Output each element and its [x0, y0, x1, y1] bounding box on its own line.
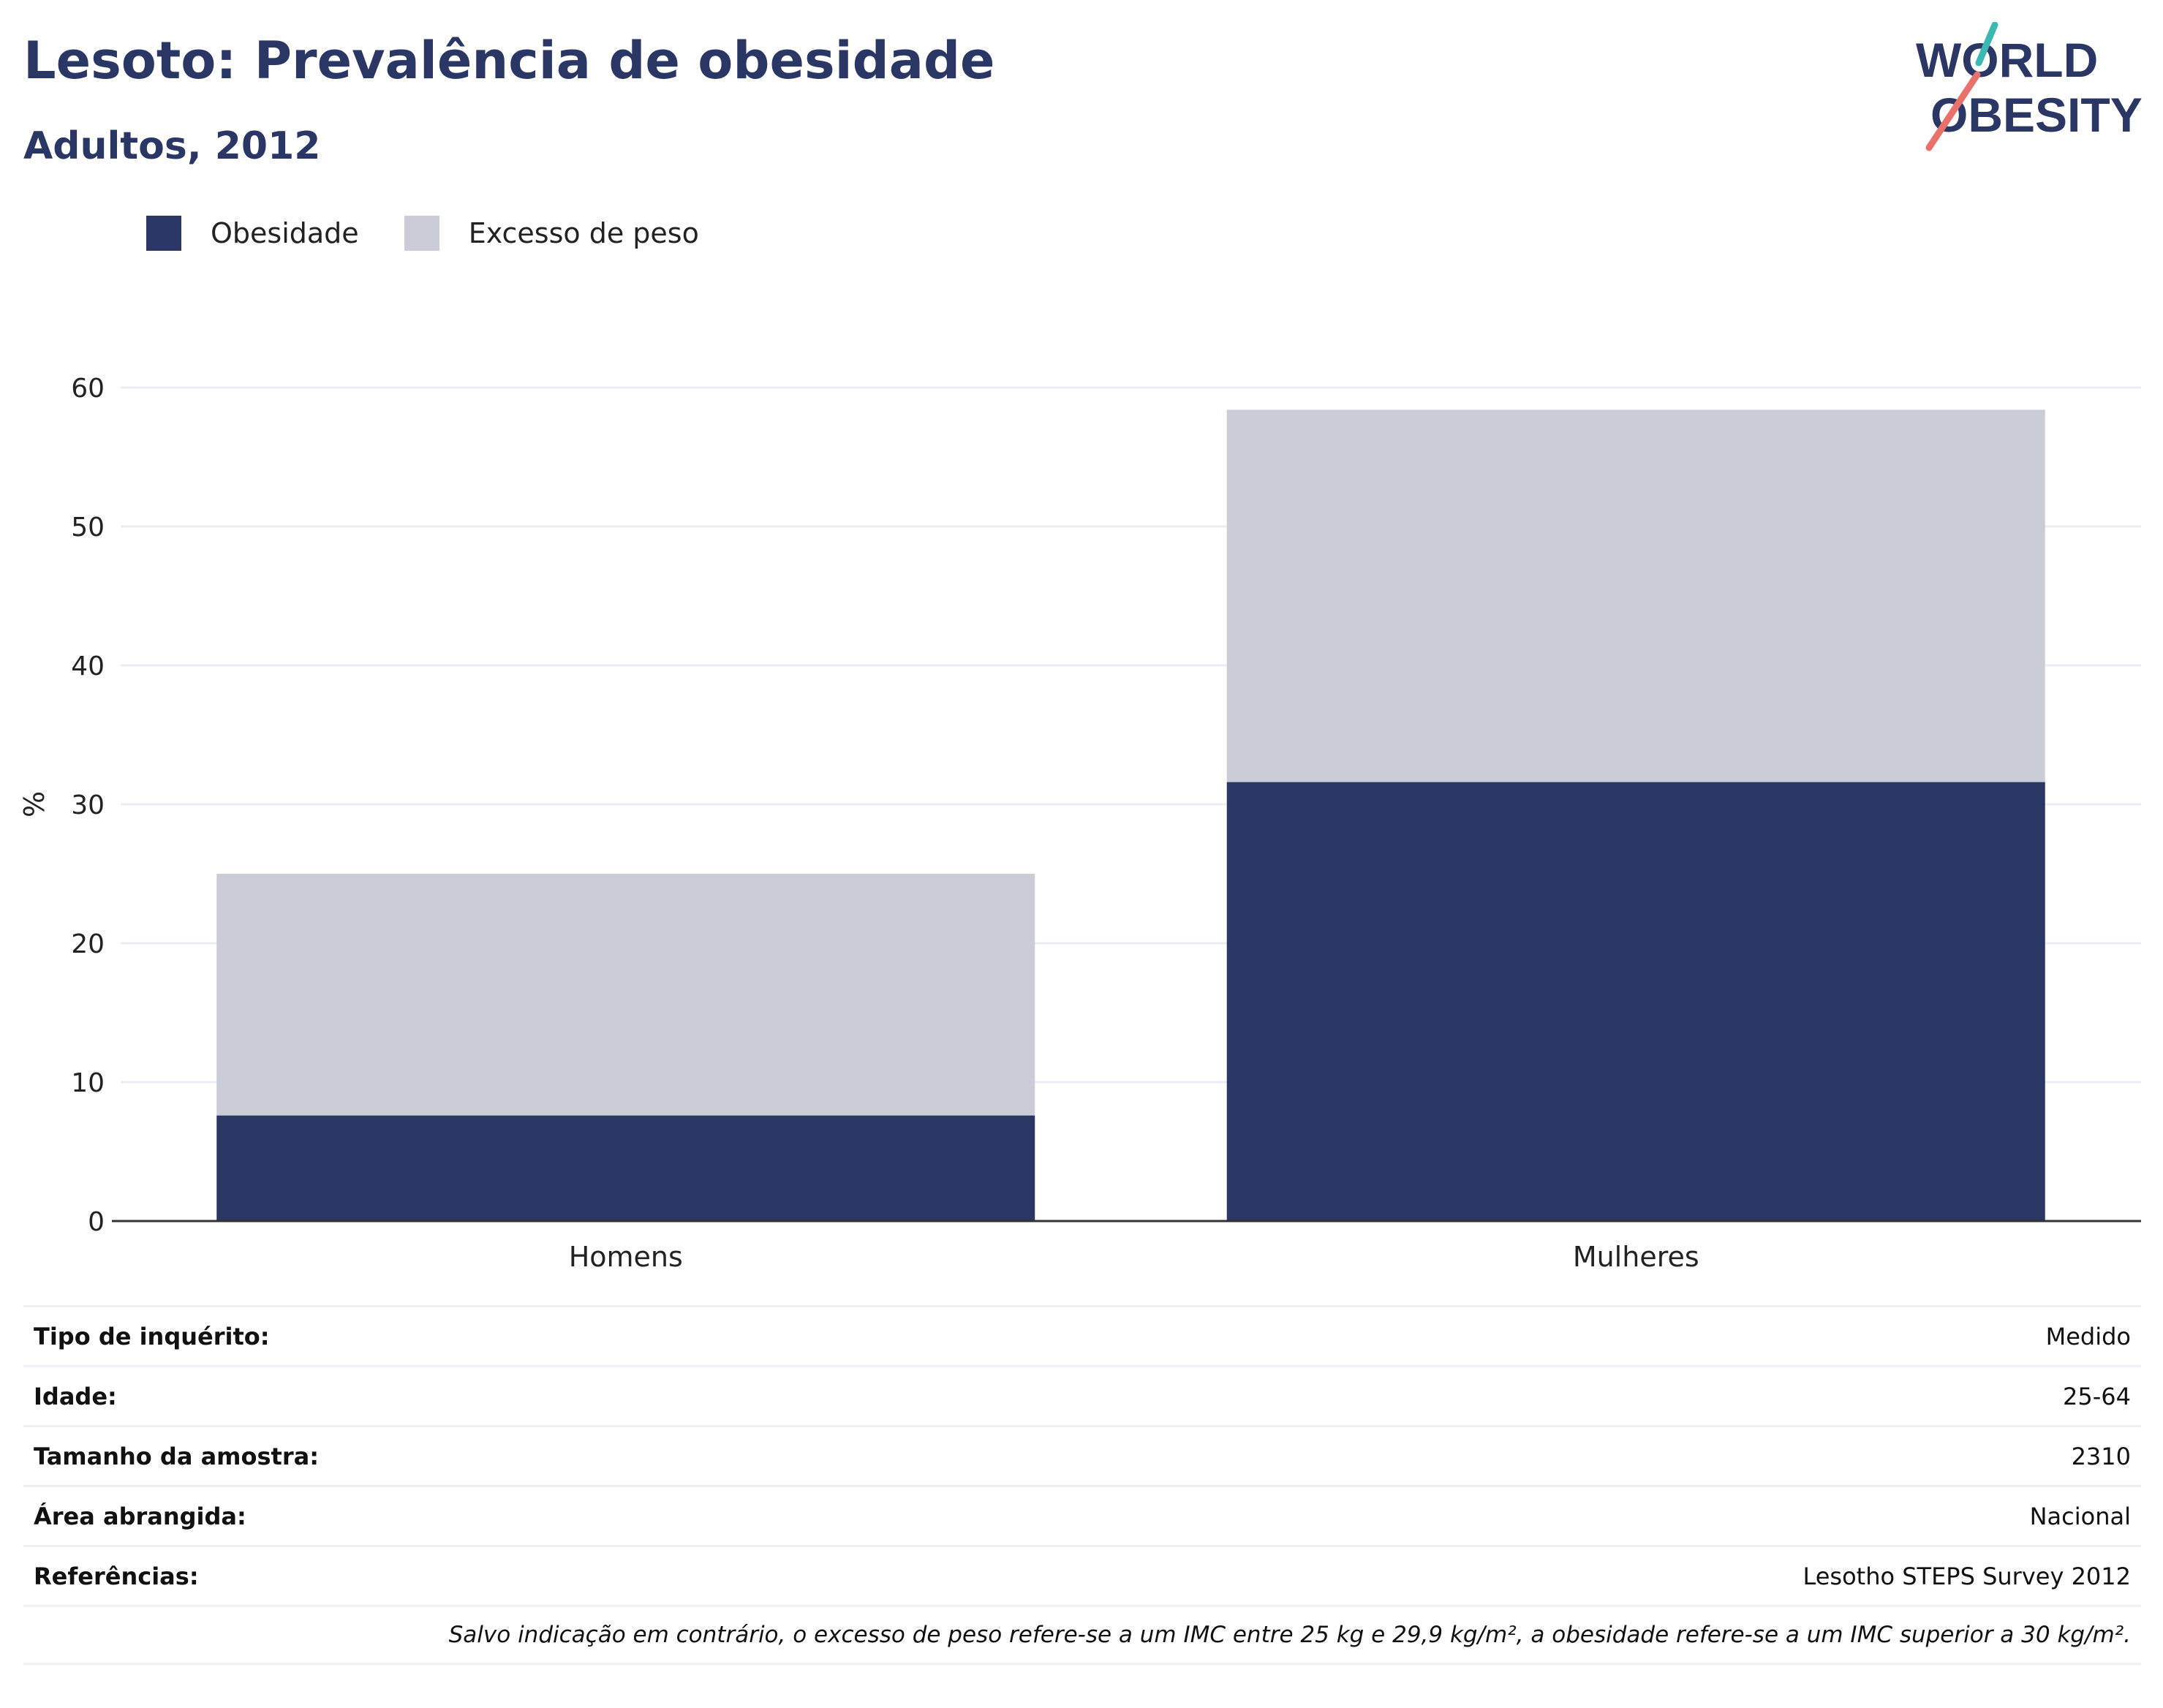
info-value: Nacional [2029, 1502, 2131, 1530]
info-value: 2310 [2071, 1442, 2131, 1470]
info-row-area: Área abrangida: Nacional [23, 1485, 2141, 1545]
bar-overweight-homens [216, 874, 1035, 1116]
bar-obesity-homens [216, 1115, 1035, 1221]
y-tick-label: 50 [71, 513, 105, 543]
y-tick-label: 60 [71, 374, 105, 404]
info-value: Lesotho STEPS Survey 2012 [1802, 1562, 2131, 1590]
legend-item-obesity[interactable]: Obesidade [146, 216, 359, 251]
y-tick-label: 30 [71, 790, 105, 820]
info-value: 25-64 [2063, 1382, 2131, 1410]
chart-subtitle: Adultos, 2012 [23, 124, 321, 168]
world-obesity-logo: WORLD OBESITY [1916, 22, 2143, 151]
info-label: Tipo de inquérito: [34, 1322, 270, 1350]
info-row-survey-type: Tipo de inquérito: Medido [23, 1305, 2141, 1365]
info-row-references: Referências: Lesotho STEPS Survey 2012 [23, 1545, 2141, 1605]
bar-overweight-mulheres [1226, 409, 2045, 782]
info-row-age: Idade: 25-64 [23, 1365, 2141, 1425]
y-tick-label: 10 [71, 1068, 105, 1098]
legend-label-overweight: Excesso de peso [468, 217, 699, 249]
logo-line1: WORLD [1916, 33, 2098, 87]
info-label: Área abrangida: [34, 1502, 246, 1530]
note-text: Salvo indicação em contrário, o excesso … [448, 1622, 2131, 1648]
logo-coral-slash [1925, 71, 1981, 151]
bar-chart: 0 10 20 30 40 50 60% Homens Mulheres [18, 374, 2141, 1272]
info-label: Tamanho da amostra: [34, 1442, 319, 1470]
legend-label-obesity: Obesidade [211, 217, 359, 249]
legend-swatch-obesity [146, 216, 181, 251]
bar-obesity-mulheres [1226, 782, 2045, 1221]
y-axis-label: % [18, 791, 50, 817]
definition-note: Salvo indicação em contrário, o excesso … [23, 1605, 2141, 1665]
info-label: Idade: [34, 1382, 117, 1410]
x-tick-label: Homens [569, 1241, 683, 1272]
info-value: Medido [2045, 1322, 2131, 1350]
chart-title: Lesoto: Prevalência de obesidade [23, 31, 995, 91]
y-tick-label: 40 [71, 651, 105, 681]
info-label: Referências: [34, 1562, 199, 1590]
legend-swatch-overweight [404, 216, 439, 251]
legend-item-overweight[interactable]: Excesso de peso [404, 216, 699, 251]
x-tick-label: Mulheres [1573, 1241, 1699, 1272]
y-tick-label: 0 [88, 1207, 105, 1237]
y-tick-label: 20 [71, 929, 105, 959]
logo-teal-slash [1975, 22, 1998, 67]
chart-legend: Obesidade Excesso de peso [146, 216, 744, 251]
survey-info-table: Tipo de inquérito: Medido Idade: 25-64 T… [23, 1305, 2141, 1665]
info-row-sample-size: Tamanho da amostra: 2310 [23, 1425, 2141, 1485]
